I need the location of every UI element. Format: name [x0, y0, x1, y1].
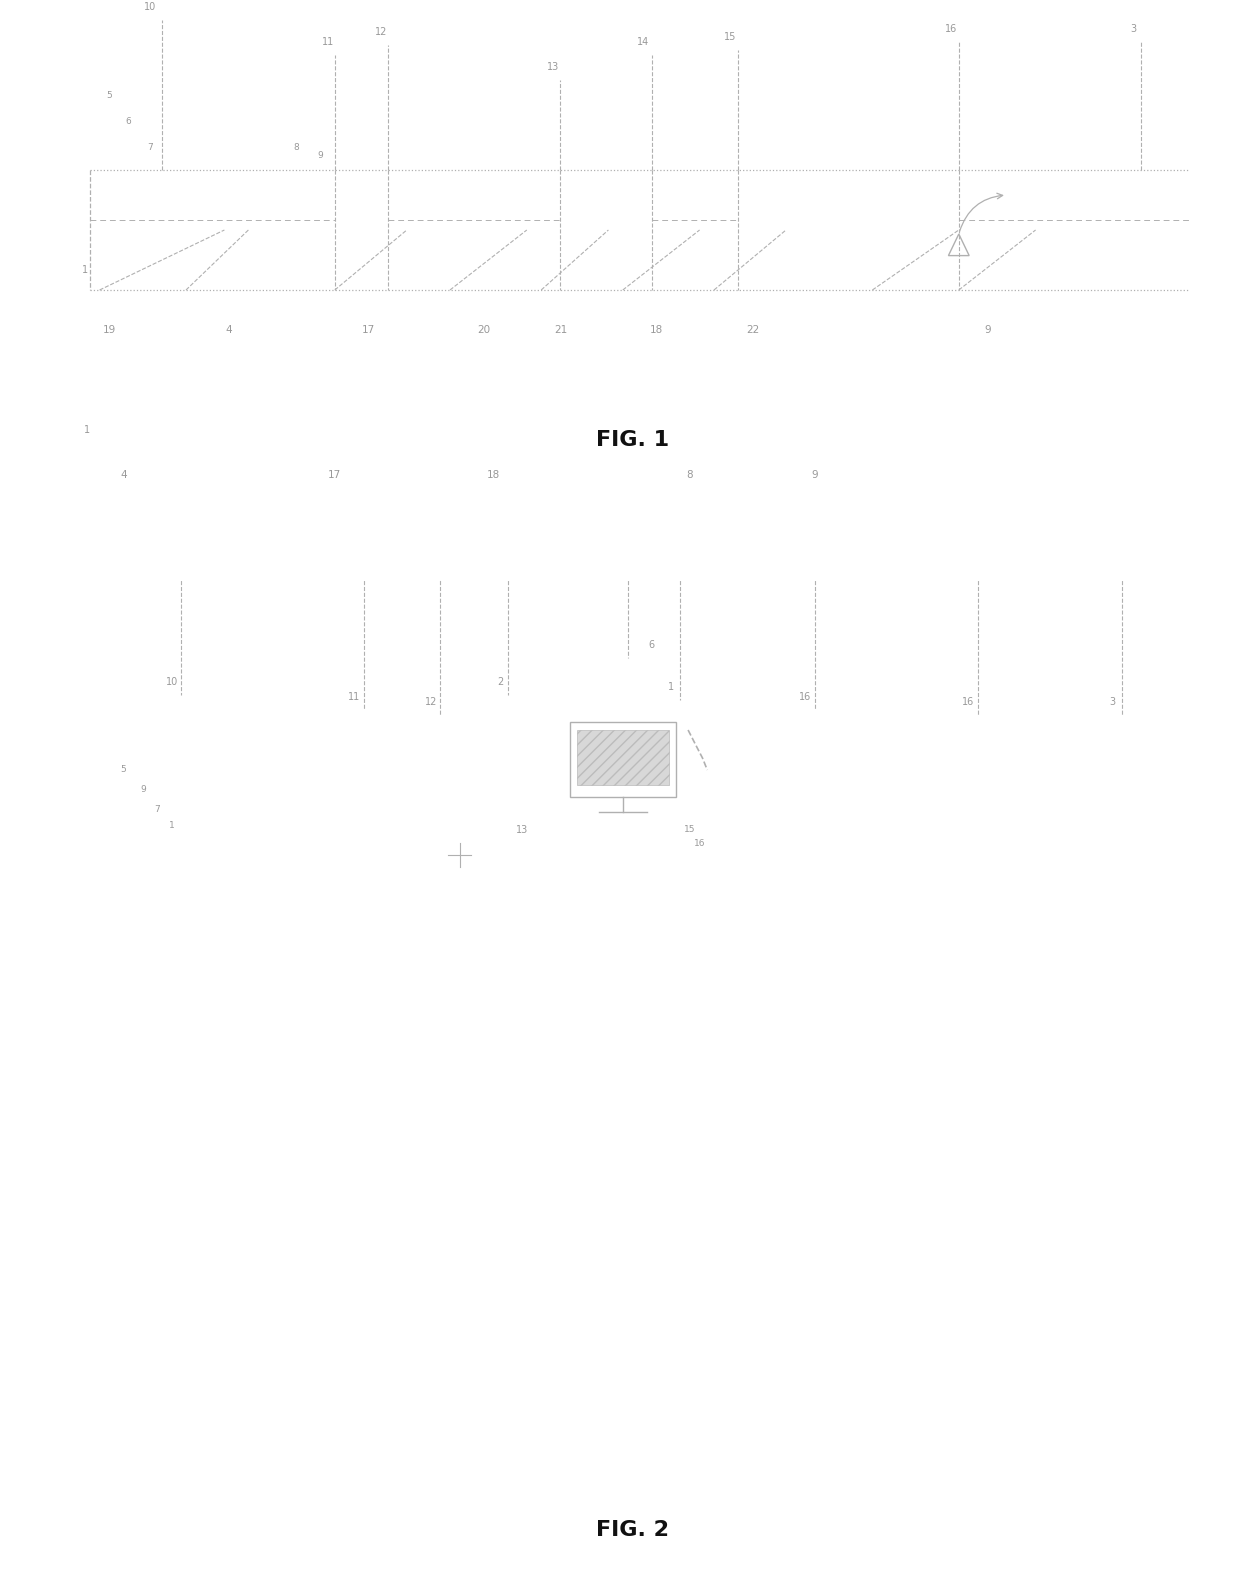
- Text: 12: 12: [374, 27, 387, 37]
- Text: 3: 3: [1131, 24, 1137, 33]
- Text: 21: 21: [554, 324, 567, 335]
- Text: 8: 8: [687, 471, 693, 480]
- Text: 15: 15: [724, 32, 737, 41]
- Bar: [92, 367, 146, 420]
- Text: 11: 11: [322, 37, 335, 48]
- Text: 16: 16: [962, 696, 975, 708]
- Text: 6: 6: [125, 118, 131, 127]
- Bar: [570, 722, 676, 797]
- Text: 16: 16: [945, 24, 957, 33]
- Text: 22: 22: [745, 324, 759, 335]
- Text: FIG. 2: FIG. 2: [596, 1520, 668, 1541]
- Text: 5: 5: [120, 765, 126, 774]
- Text: 6: 6: [649, 641, 655, 650]
- Text: 10: 10: [165, 677, 177, 687]
- Text: 14: 14: [637, 37, 649, 48]
- Bar: [88, 363, 150, 423]
- Text: 7: 7: [154, 806, 160, 814]
- Bar: [577, 730, 668, 785]
- Bar: [268, 369, 316, 417]
- Text: 1: 1: [84, 425, 91, 436]
- Text: 13: 13: [547, 62, 559, 72]
- Text: 11: 11: [348, 692, 360, 703]
- Text: 16: 16: [694, 840, 706, 849]
- Text: 9: 9: [140, 785, 145, 795]
- Text: 13: 13: [516, 825, 528, 835]
- Text: 5: 5: [107, 91, 112, 100]
- Text: 20: 20: [477, 324, 490, 335]
- Text: 18: 18: [650, 324, 663, 335]
- Text: 1: 1: [169, 820, 175, 830]
- Text: 4: 4: [226, 324, 233, 335]
- Text: FIG. 1: FIG. 1: [596, 429, 668, 450]
- Text: 3: 3: [1110, 696, 1116, 708]
- Text: 15: 15: [684, 825, 696, 835]
- Text: 18: 18: [486, 471, 500, 480]
- Text: 1: 1: [667, 682, 673, 692]
- Text: 10: 10: [144, 2, 156, 13]
- Bar: [219, 369, 268, 417]
- Text: 8: 8: [294, 143, 299, 153]
- Text: 17: 17: [329, 471, 341, 480]
- Text: 9: 9: [985, 324, 991, 335]
- Text: 1: 1: [82, 266, 88, 275]
- Text: 19: 19: [103, 324, 115, 335]
- Text: 17: 17: [362, 324, 374, 335]
- Text: 16: 16: [799, 692, 811, 703]
- Text: 2: 2: [497, 677, 503, 687]
- Bar: [324, 363, 365, 418]
- Text: 9: 9: [811, 471, 818, 480]
- Text: 7: 7: [148, 143, 154, 153]
- Text: 12: 12: [424, 696, 436, 708]
- Bar: [171, 369, 219, 417]
- Text: 9: 9: [317, 151, 324, 159]
- Text: 4: 4: [120, 471, 126, 480]
